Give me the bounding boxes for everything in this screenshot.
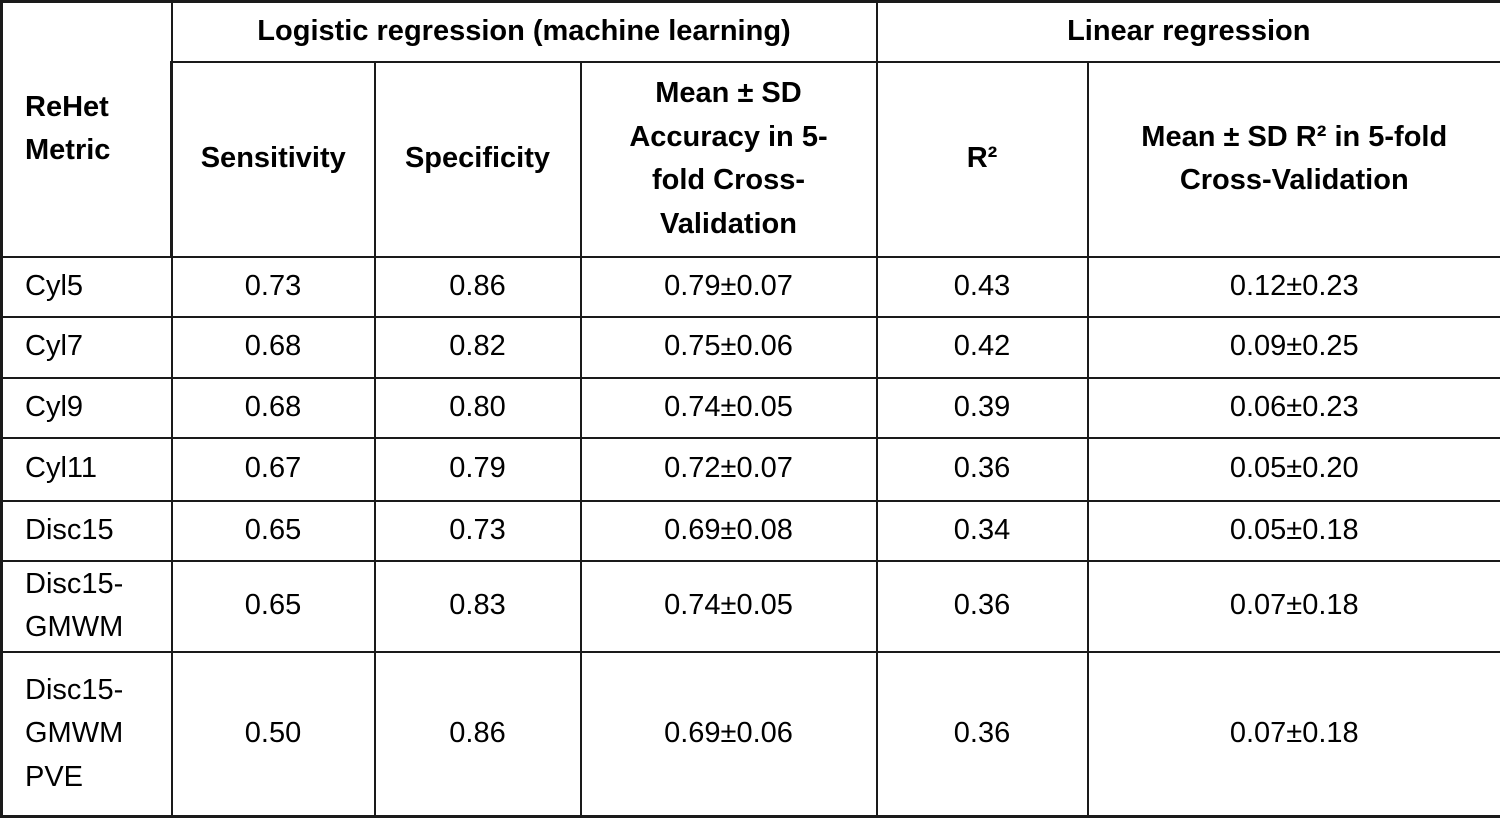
header-linear-regression: Linear regression: [877, 2, 1500, 62]
sensitivity-cell: 0.65: [172, 561, 375, 652]
sensitivity-cell: 0.68: [172, 378, 375, 438]
table-row: Cyl9 0.68 0.80 0.74±0.05 0.39 0.06±0.23: [2, 378, 1500, 438]
specificity-cell: 0.73: [375, 501, 581, 561]
metric-cell: Disc15-GMWM PVE: [2, 652, 172, 817]
r-squared-cell: 0.36: [877, 561, 1088, 652]
specificity-cell: 0.83: [375, 561, 581, 652]
metric-cell: Cyl7: [2, 317, 172, 378]
metric-cell: Cyl11: [2, 438, 172, 501]
sensitivity-cell: 0.50: [172, 652, 375, 817]
cv-r-squared-cell: 0.09±0.25: [1088, 317, 1500, 378]
cv-accuracy-cell: 0.74±0.05: [581, 561, 877, 652]
cv-accuracy-cell: 0.79±0.07: [581, 257, 877, 317]
table-row: Cyl7 0.68 0.82 0.75±0.06 0.42 0.09±0.25: [2, 317, 1500, 378]
specificity-cell: 0.79: [375, 438, 581, 501]
metric-cell: Disc15-GMWM: [2, 561, 172, 652]
sensitivity-cell: 0.67: [172, 438, 375, 501]
table-row: Cyl5 0.73 0.86 0.79±0.07 0.43 0.12±0.23: [2, 257, 1500, 317]
cv-accuracy-cell: 0.69±0.08: [581, 501, 877, 561]
header-logistic-regression: Logistic regression (machine learning): [172, 2, 877, 62]
header-r-squared: R²: [877, 62, 1088, 257]
specificity-cell: 0.80: [375, 378, 581, 438]
r-squared-cell: 0.43: [877, 257, 1088, 317]
header-specificity: Specificity: [375, 62, 581, 257]
specificity-cell: 0.86: [375, 652, 581, 817]
header-cv-accuracy: Mean ± SD Accuracy in 5-fold Cross-Valid…: [581, 62, 877, 257]
table-row: Disc15-GMWM 0.65 0.83 0.74±0.05 0.36 0.0…: [2, 561, 1500, 652]
metric-cell: Cyl9: [2, 378, 172, 438]
cv-accuracy-cell: 0.72±0.07: [581, 438, 877, 501]
table-row: Cyl11 0.67 0.79 0.72±0.07 0.36 0.05±0.20: [2, 438, 1500, 501]
cv-r-squared-cell: 0.07±0.18: [1088, 561, 1500, 652]
r-squared-cell: 0.36: [877, 652, 1088, 817]
r-squared-cell: 0.34: [877, 501, 1088, 561]
r-squared-cell: 0.42: [877, 317, 1088, 378]
cv-accuracy-cell: 0.74±0.05: [581, 378, 877, 438]
metric-cell: Cyl5: [2, 257, 172, 317]
metric-cell: Disc15: [2, 501, 172, 561]
header-rehet-metric: ReHet Metric: [2, 2, 172, 257]
r-squared-cell: 0.36: [877, 438, 1088, 501]
r-squared-cell: 0.39: [877, 378, 1088, 438]
header-cv-r-squared: Mean ± SD R² in 5-fold Cross-Validation: [1088, 62, 1500, 257]
sub-header-row: Sensitivity Specificity Mean ± SD Accura…: [2, 62, 1500, 257]
sensitivity-cell: 0.73: [172, 257, 375, 317]
cv-r-squared-cell: 0.07±0.18: [1088, 652, 1500, 817]
specificity-cell: 0.82: [375, 317, 581, 378]
header-sensitivity: Sensitivity: [172, 62, 375, 257]
sensitivity-cell: 0.65: [172, 501, 375, 561]
cv-r-squared-cell: 0.05±0.18: [1088, 501, 1500, 561]
table-row: Disc15-GMWM PVE 0.50 0.86 0.69±0.06 0.36…: [2, 652, 1500, 817]
cv-r-squared-cell: 0.06±0.23: [1088, 378, 1500, 438]
cv-accuracy-cell: 0.69±0.06: [581, 652, 877, 817]
table-row: Disc15 0.65 0.73 0.69±0.08 0.34 0.05±0.1…: [2, 501, 1500, 561]
group-header-row: ReHet Metric Logistic regression (machin…: [2, 2, 1500, 62]
cv-r-squared-cell: 0.12±0.23: [1088, 257, 1500, 317]
sensitivity-cell: 0.68: [172, 317, 375, 378]
cv-r-squared-cell: 0.05±0.20: [1088, 438, 1500, 501]
cv-accuracy-cell: 0.75±0.06: [581, 317, 877, 378]
specificity-cell: 0.86: [375, 257, 581, 317]
